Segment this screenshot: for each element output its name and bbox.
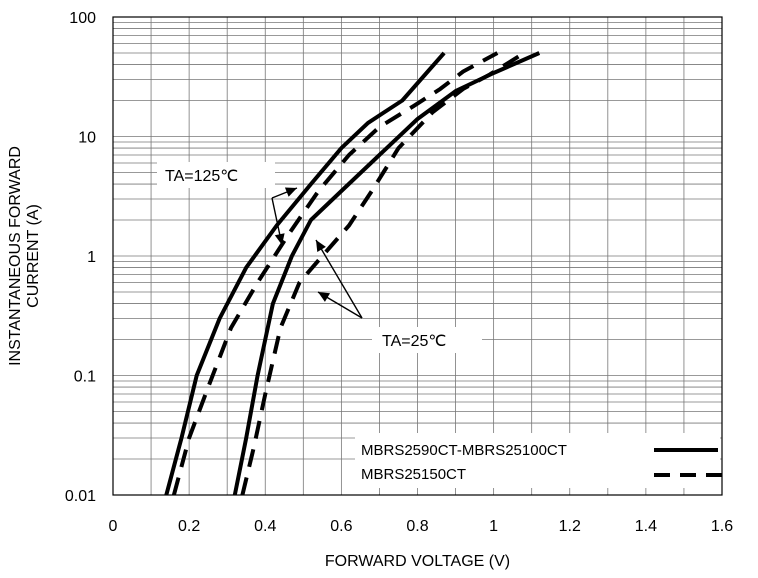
x-tick-label: 0.8 (406, 518, 428, 535)
x-tick-label: 0.2 (178, 518, 200, 535)
x-tick-label: 1 (489, 518, 498, 535)
x-tick-label: 1.6 (711, 518, 733, 535)
grid (112, 17, 723, 496)
y-tick-label: 0.1 (74, 369, 96, 386)
legend-bg (355, 433, 720, 488)
annotation-arrows (271, 187, 363, 319)
annotation-ta25-bg (372, 327, 482, 353)
series-layer (164, 51, 541, 496)
annotation-ta25-label: TA=25℃ (382, 333, 446, 350)
annotation-ta25: TA=25℃ (372, 327, 482, 353)
y-tick-label: 100 (69, 10, 96, 27)
y-axis-title-line-1: INSTANTANEOUS FORWARD (7, 146, 24, 366)
series-line-2-dashed (171, 51, 499, 496)
x-tick-label: 0.6 (330, 518, 352, 535)
annotation-ta125-bg (157, 162, 275, 188)
legend-label-dashed: MBRS25150CT (361, 466, 466, 483)
legend-label-solid: MBRS2590CT-MBRS25100CT (361, 442, 567, 459)
y-tick-label: 10 (78, 130, 96, 147)
x-tick-label: 0 (109, 518, 118, 535)
series-line-1-solid (164, 51, 446, 496)
annotation-ta125: TA=125℃ (157, 162, 275, 188)
arrow-head (274, 233, 285, 245)
legend: MBRS2590CT-MBRS25100CT MBRS25150CT (355, 433, 722, 488)
x-axis-title: FORWARD VOLTAGE (V) (325, 553, 510, 570)
arrow-head (316, 240, 326, 253)
arrow-head (284, 187, 297, 197)
y-tick-label: 0.01 (65, 488, 96, 505)
y-axis-title-line-2: CURRENT (A) (25, 204, 42, 308)
x-tick-label: 0.4 (254, 518, 276, 535)
plot-area (112, 16, 723, 496)
y-axis-title: INSTANTANEOUS FORWARD CURRENT (A) (7, 146, 42, 366)
arrow-line (315, 239, 363, 319)
annotation-ta125-label: TA=125℃ (165, 168, 238, 185)
y-tick-label: 1 (87, 249, 96, 266)
series-line-4-dashed (240, 51, 526, 496)
arrow-head (318, 292, 331, 302)
tick-labels: 0 0.2 0.4 0.6 0.8 1 1.2 1.4 1.6 0.01 0.1 1 10 100 (65, 10, 733, 535)
x-tick-label: 1.4 (635, 518, 657, 535)
x-tick-label: 1.2 (559, 518, 581, 535)
